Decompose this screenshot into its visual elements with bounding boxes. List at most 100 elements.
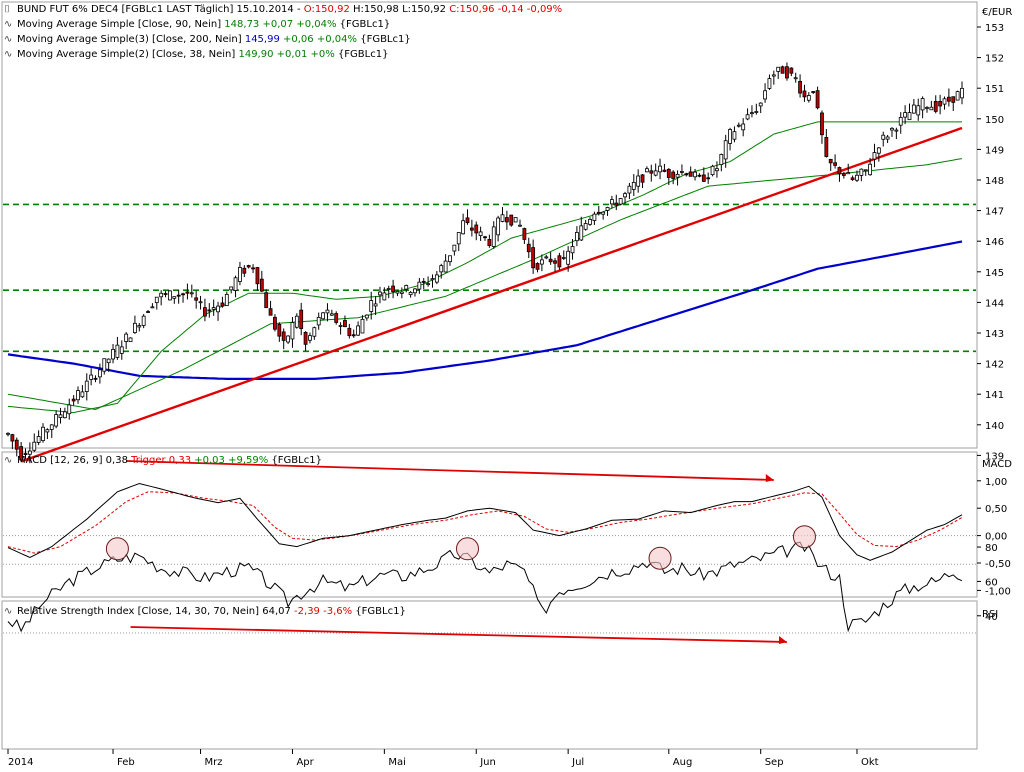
ma38-legend[interactable]: ∿ Moving Average Simple(2) [Close, 38, Ne… — [4, 47, 388, 62]
candles — [6, 62, 964, 464]
candle-body — [518, 224, 522, 227]
y-tick-label: 147 — [985, 207, 1004, 218]
y-tick-label: 152 — [985, 54, 1004, 65]
y-tick-label: 144 — [985, 298, 1004, 309]
candle-body — [172, 296, 177, 299]
candle-body — [54, 414, 59, 427]
candle-body — [509, 214, 514, 226]
candle-body — [246, 265, 251, 268]
instrument-label: BUND FUT 6% DEC4 [FGBLc1 LAST Täglich] 1… — [17, 4, 294, 15]
candle-body — [32, 441, 37, 451]
candle-body — [483, 236, 487, 239]
candle-body — [649, 170, 654, 174]
macd-label: MACD [12, 26, 9] 0,38 — [17, 455, 128, 466]
candle-body — [452, 244, 457, 252]
candle-body — [596, 211, 601, 215]
rsi-peak-circle — [105, 537, 129, 561]
candle-body — [553, 260, 557, 264]
candle-body — [898, 117, 903, 126]
trendline — [20, 126, 963, 463]
candle-body — [128, 337, 133, 343]
candle-body — [623, 193, 627, 198]
candle-body — [653, 170, 658, 176]
candle-body — [242, 267, 247, 274]
candle-body — [942, 98, 947, 105]
candle-body — [719, 154, 724, 165]
ma200-label: Moving Average Simple(3) [Close, 200, Ne… — [17, 34, 242, 45]
candle-body — [811, 91, 816, 93]
candle-body — [701, 174, 706, 182]
candle-body — [399, 291, 404, 294]
candle-body — [308, 335, 312, 341]
rsi-panel-header[interactable]: ∿ Relative Strength Index [Close, 14, 30,… — [4, 604, 406, 619]
candle-body — [163, 293, 168, 295]
candle-body — [404, 285, 409, 290]
ma38-label: Moving Average Simple(2) [Close, 38, Nei… — [17, 49, 236, 60]
candle-body — [316, 316, 321, 326]
candle-body — [461, 220, 466, 235]
candle-body — [588, 218, 592, 225]
y-tick-label: 141 — [985, 390, 1004, 401]
candle-body — [872, 152, 877, 160]
candle-body — [351, 334, 356, 337]
y-tick-label: 153 — [985, 23, 1004, 34]
rsi-peak-circle — [648, 546, 672, 570]
candle-body — [137, 325, 142, 328]
candle-body — [601, 211, 606, 215]
candle-body — [557, 255, 562, 268]
macd-panel-header[interactable]: ∿ MACD [12, 26, 9] 0,38 Trigger 0,33 +0,0… — [4, 453, 322, 468]
candle-body — [373, 303, 378, 307]
candle-body — [631, 182, 636, 190]
candle-body — [697, 174, 702, 177]
candle-body — [273, 316, 277, 330]
indicator-icon: ∿ — [4, 19, 13, 30]
ma200-legend[interactable]: ∿ Moving Average Simple(3) [Close, 200, N… — [4, 32, 411, 47]
ma90-legend[interactable]: ∿ Moving Average Simple [Close, 90, Nein]… — [4, 17, 390, 32]
candle-body — [645, 168, 649, 173]
macd-change: +0,03 — [194, 455, 225, 466]
macd-trigger-line — [7, 491, 963, 554]
candle-body — [27, 450, 32, 455]
axis-unit-label: RSI — [982, 609, 998, 620]
y-tick-label: 143 — [985, 329, 1004, 340]
y-tick-label: 146 — [985, 237, 1004, 248]
candle-body — [868, 163, 873, 176]
candle-body — [80, 391, 85, 398]
candle-body — [627, 185, 632, 194]
y-tick-label: -0,50 — [985, 559, 1011, 570]
candle-body — [23, 453, 28, 455]
candle-body — [671, 171, 676, 179]
candle-body — [268, 308, 273, 316]
candle-body — [920, 98, 925, 111]
candle-body — [513, 217, 518, 223]
x-tick-label: Feb — [117, 757, 135, 768]
ma200-value: 145,99 — [244, 34, 280, 45]
candle-body — [894, 129, 899, 132]
rsi-line — [7, 541, 963, 633]
candle-body — [115, 344, 120, 358]
candle-body — [885, 136, 890, 140]
candle-body — [159, 292, 164, 298]
rsi-change-pct: -3,6% — [323, 606, 353, 617]
candle-body — [10, 434, 15, 442]
indicator-icon: ∿ — [4, 455, 13, 466]
y-tick-label: 150 — [985, 115, 1004, 126]
candle-body — [49, 424, 54, 430]
candle-body — [465, 217, 470, 224]
x-tick-label: Jun — [479, 757, 496, 768]
candle-body — [504, 217, 509, 223]
expand-icon[interactable]: ⌷ — [4, 4, 10, 15]
indicator-icon: ∿ — [4, 34, 13, 45]
candle-body — [658, 165, 662, 173]
rsi-symbol: {FGBLc1} — [355, 606, 406, 617]
candle-body — [290, 322, 295, 340]
axis-unit-label: €/EUR — [982, 7, 1012, 18]
y-tick-label: 0,00 — [985, 532, 1007, 543]
candle-body — [478, 231, 483, 236]
candle-body — [680, 171, 684, 173]
macd-divergence-arrow — [126, 460, 774, 481]
open-value: O:150,92 — [303, 4, 350, 15]
candle-body — [395, 290, 400, 294]
candle-body — [798, 80, 802, 94]
